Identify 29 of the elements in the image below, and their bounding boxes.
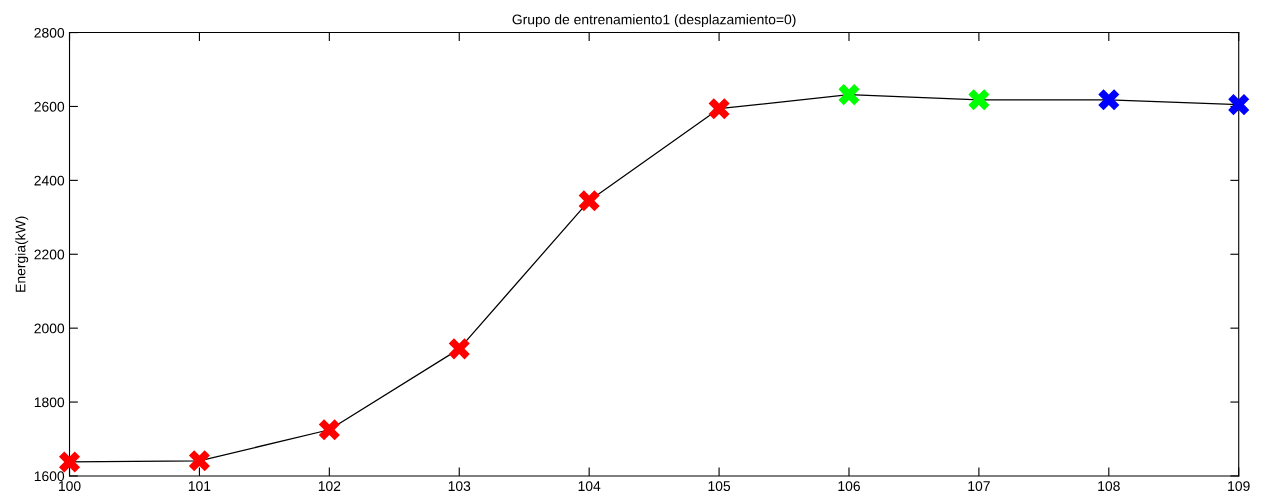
x-tick-label: 106	[838, 481, 860, 492]
chart-title: Grupo de entrenamiento1 (desplazamiento=0)	[512, 14, 796, 28]
y-tick-label: 1800	[34, 397, 65, 408]
y-tick-label: 2400	[34, 175, 65, 186]
y-tick-label: 1600	[34, 471, 65, 482]
y-tick-label: 2800	[34, 27, 65, 38]
x-tick-label: 109	[1228, 481, 1250, 492]
y-tick-label: 2200	[34, 249, 65, 260]
point	[578, 190, 600, 212]
point	[1228, 94, 1250, 116]
point	[968, 89, 990, 111]
point	[448, 338, 470, 360]
point	[318, 419, 340, 441]
y-tick-label: 2000	[34, 323, 65, 334]
x-tick-label: 103	[448, 481, 471, 492]
x-tick-label: 101	[188, 481, 211, 492]
point	[1098, 89, 1120, 111]
x-tick-label: 102	[318, 481, 341, 492]
point	[58, 451, 81, 473]
y-tick-label: 2600	[34, 101, 65, 112]
x-tick-label: 107	[968, 481, 990, 492]
point	[708, 98, 730, 120]
x-tick-label: 105	[708, 481, 731, 492]
x-tick-label: 100	[58, 481, 81, 492]
x-tick-label: 108	[1098, 481, 1120, 492]
point	[838, 84, 860, 106]
y-axis-title: Energia(kW)	[15, 216, 29, 292]
x-tick-label: 104	[578, 481, 601, 492]
point	[188, 450, 210, 472]
